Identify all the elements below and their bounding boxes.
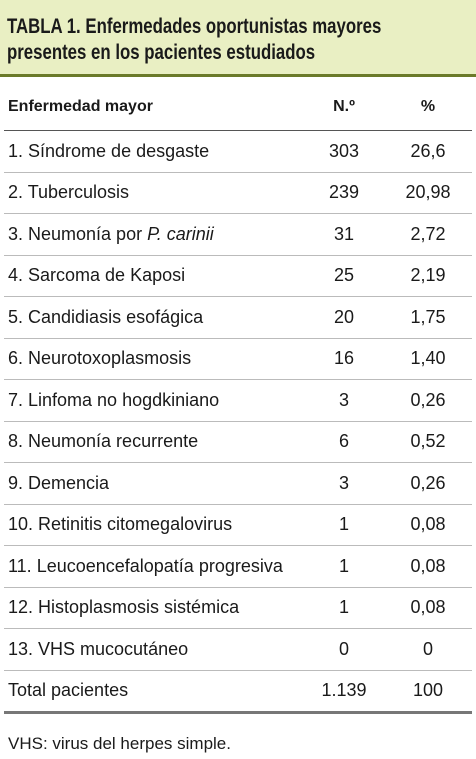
title-line: presentes en los pacientes estudiados <box>7 41 316 64</box>
title-box: TABLA 1. Enfermedades oportunistas mayor… <box>0 0 476 77</box>
row: 3. Neumonía por P. carinii 31 2,72 <box>4 213 472 256</box>
cell: 2,72 <box>384 213 472 256</box>
table: Enfermedad mayor N.º % 1. Síndrome de de… <box>4 77 472 714</box>
cell: 3. Neumonía por P. carinii <box>4 213 304 256</box>
cell: 12. Histoplasmosis sistémica <box>4 587 304 629</box>
cell: 11. Leucoencefalopatía progresiva <box>4 545 304 588</box>
cell: 20,98 <box>384 172 472 214</box>
cell: 7. Linfoma no hogdkiniano <box>4 379 304 422</box>
cell: 239 <box>304 172 384 214</box>
cell: 1 <box>304 587 384 629</box>
cell: 5. Candidiasis esofágica <box>4 296 304 339</box>
cell: 1,40 <box>384 338 472 380</box>
row: 8. Neumonía recurrente 6 0,52 <box>4 421 472 463</box>
cell: 303 <box>304 130 384 173</box>
row: 6. Neurotoxoplasmosis 16 1,40 <box>4 338 472 380</box>
cell: 0,26 <box>384 379 472 422</box>
cell: 0,52 <box>384 421 472 463</box>
cell: 0 <box>384 628 472 671</box>
cell-text: 3. Neumonía por <box>8 223 148 244</box>
row: 13. VHS mucocutáneo 0 0 <box>4 628 472 671</box>
cell: Total pacientes <box>4 669 304 714</box>
row: 11. Leucoencefalopatía progresiva 1 0,08 <box>4 545 472 588</box>
row: 1. Síndrome de desgaste 303 26,6 <box>4 130 472 173</box>
row: 2. Tuberculosis 239 20,98 <box>4 172 472 214</box>
header-row: Enfermedad mayor N.º % <box>4 77 472 131</box>
cell: 1 <box>304 504 384 546</box>
row: 9. Demencia 3 0,26 <box>4 462 472 505</box>
cell: 3 <box>304 379 384 422</box>
cell: 9. Demencia <box>4 462 304 505</box>
cell: 2,19 <box>384 255 472 297</box>
cell: 1.139 <box>304 669 384 714</box>
title-line: TABLA 1. Enfermedades oportunistas mayor… <box>7 15 382 38</box>
row: 10. Retinitis citomegalovirus 1 0,08 <box>4 504 472 546</box>
cell-italic: P. carinii <box>147 223 214 244</box>
row: 12. Histoplasmosis sistémica 1 0,08 <box>4 587 472 629</box>
cell: 1. Síndrome de desgaste <box>4 130 304 173</box>
cell: 31 <box>304 213 384 256</box>
cell: 16 <box>304 338 384 380</box>
cell: 0,08 <box>384 587 472 629</box>
cell: 0,26 <box>384 462 472 505</box>
header-cell: % <box>384 77 472 131</box>
cell: 2. Tuberculosis <box>4 172 304 214</box>
footnote: VHS: virus del herpes simple. <box>8 734 231 753</box>
cell: 26,6 <box>384 130 472 173</box>
header-cell: N.º <box>304 77 384 131</box>
row: 7. Linfoma no hogdkiniano 3 0,26 <box>4 379 472 422</box>
cell: 6. Neurotoxoplasmosis <box>4 338 304 380</box>
cell: 20 <box>304 296 384 339</box>
row: 4. Sarcoma de Kaposi 25 2,19 <box>4 255 472 297</box>
cell: 25 <box>304 255 384 297</box>
cell: 0 <box>304 628 384 671</box>
cell: 8. Neumonía recurrente <box>4 421 304 463</box>
cell: 0,08 <box>384 545 472 588</box>
cell: 13. VHS mucocutáneo <box>4 628 304 671</box>
cell: 6 <box>304 421 384 463</box>
cell: 1 <box>304 545 384 588</box>
cell: 100 <box>384 669 472 714</box>
cell: 4. Sarcoma de Kaposi <box>4 255 304 297</box>
row: 5. Candidiasis esofágica 20 1,75 <box>4 296 472 339</box>
cell: 0,08 <box>384 504 472 546</box>
header-cell: Enfermedad mayor <box>4 77 304 131</box>
row: Total pacientes 1.139 100 <box>4 669 472 714</box>
cell: 1,75 <box>384 296 472 339</box>
cell: 10. Retinitis citomegalovirus <box>4 504 304 546</box>
cell: 3 <box>304 462 384 505</box>
